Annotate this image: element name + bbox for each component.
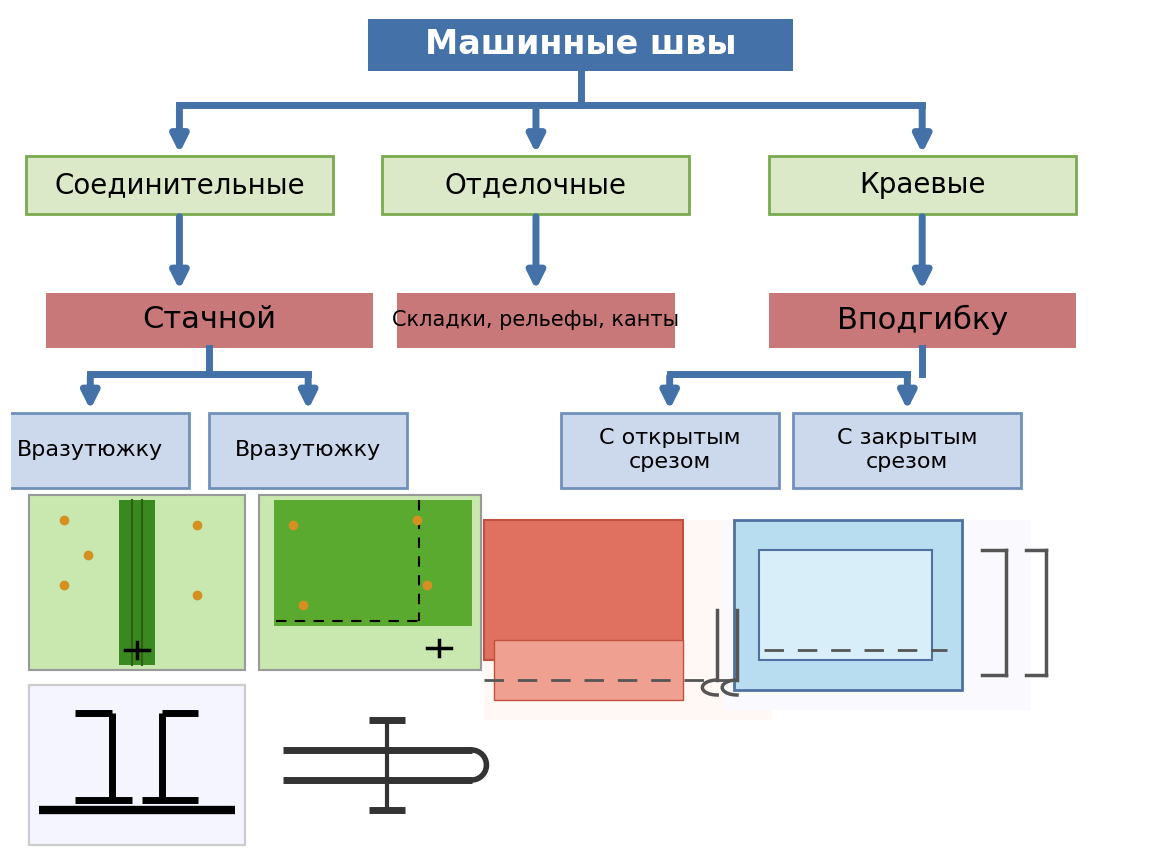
Text: Стачной: Стачной [143, 306, 276, 334]
Bar [259, 495, 482, 670]
Bar [259, 495, 482, 670]
Bar [724, 520, 1032, 710]
Bar [29, 685, 245, 845]
Bar [29, 495, 245, 670]
Text: Отделочные: Отделочные [445, 171, 627, 199]
FancyBboxPatch shape [0, 412, 190, 487]
FancyBboxPatch shape [368, 19, 794, 71]
FancyBboxPatch shape [383, 156, 690, 214]
FancyBboxPatch shape [26, 156, 333, 214]
FancyBboxPatch shape [46, 293, 373, 347]
Text: Машинные швы: Машинные швы [424, 29, 736, 61]
Text: Вразутюжку: Вразутюжку [235, 440, 382, 460]
Bar [759, 550, 933, 660]
Text: С закрытым
срезом: С закрытым срезом [837, 428, 977, 473]
Text: Складки, рельефы, канты: Складки, рельефы, канты [392, 310, 680, 330]
Bar [484, 520, 683, 660]
FancyBboxPatch shape [561, 412, 779, 487]
Bar [29, 495, 245, 670]
Text: Краевые: Краевые [859, 171, 986, 199]
Bar [494, 640, 683, 700]
Text: Соединительные: Соединительные [54, 171, 305, 199]
FancyBboxPatch shape [793, 412, 1021, 487]
Text: Вразутюжку: Вразутюжку [17, 440, 163, 460]
Bar [29, 685, 245, 845]
Bar [118, 500, 154, 665]
Bar [269, 695, 516, 840]
Text: Вподгибку: Вподгибку [836, 305, 1007, 335]
Text: С открытым
срезом: С открытым срезом [599, 428, 741, 473]
FancyBboxPatch shape [768, 293, 1075, 347]
Bar [484, 520, 772, 720]
FancyBboxPatch shape [209, 412, 407, 487]
FancyBboxPatch shape [397, 293, 675, 347]
Bar [274, 500, 472, 626]
FancyBboxPatch shape [768, 156, 1075, 214]
Bar [734, 520, 961, 690]
